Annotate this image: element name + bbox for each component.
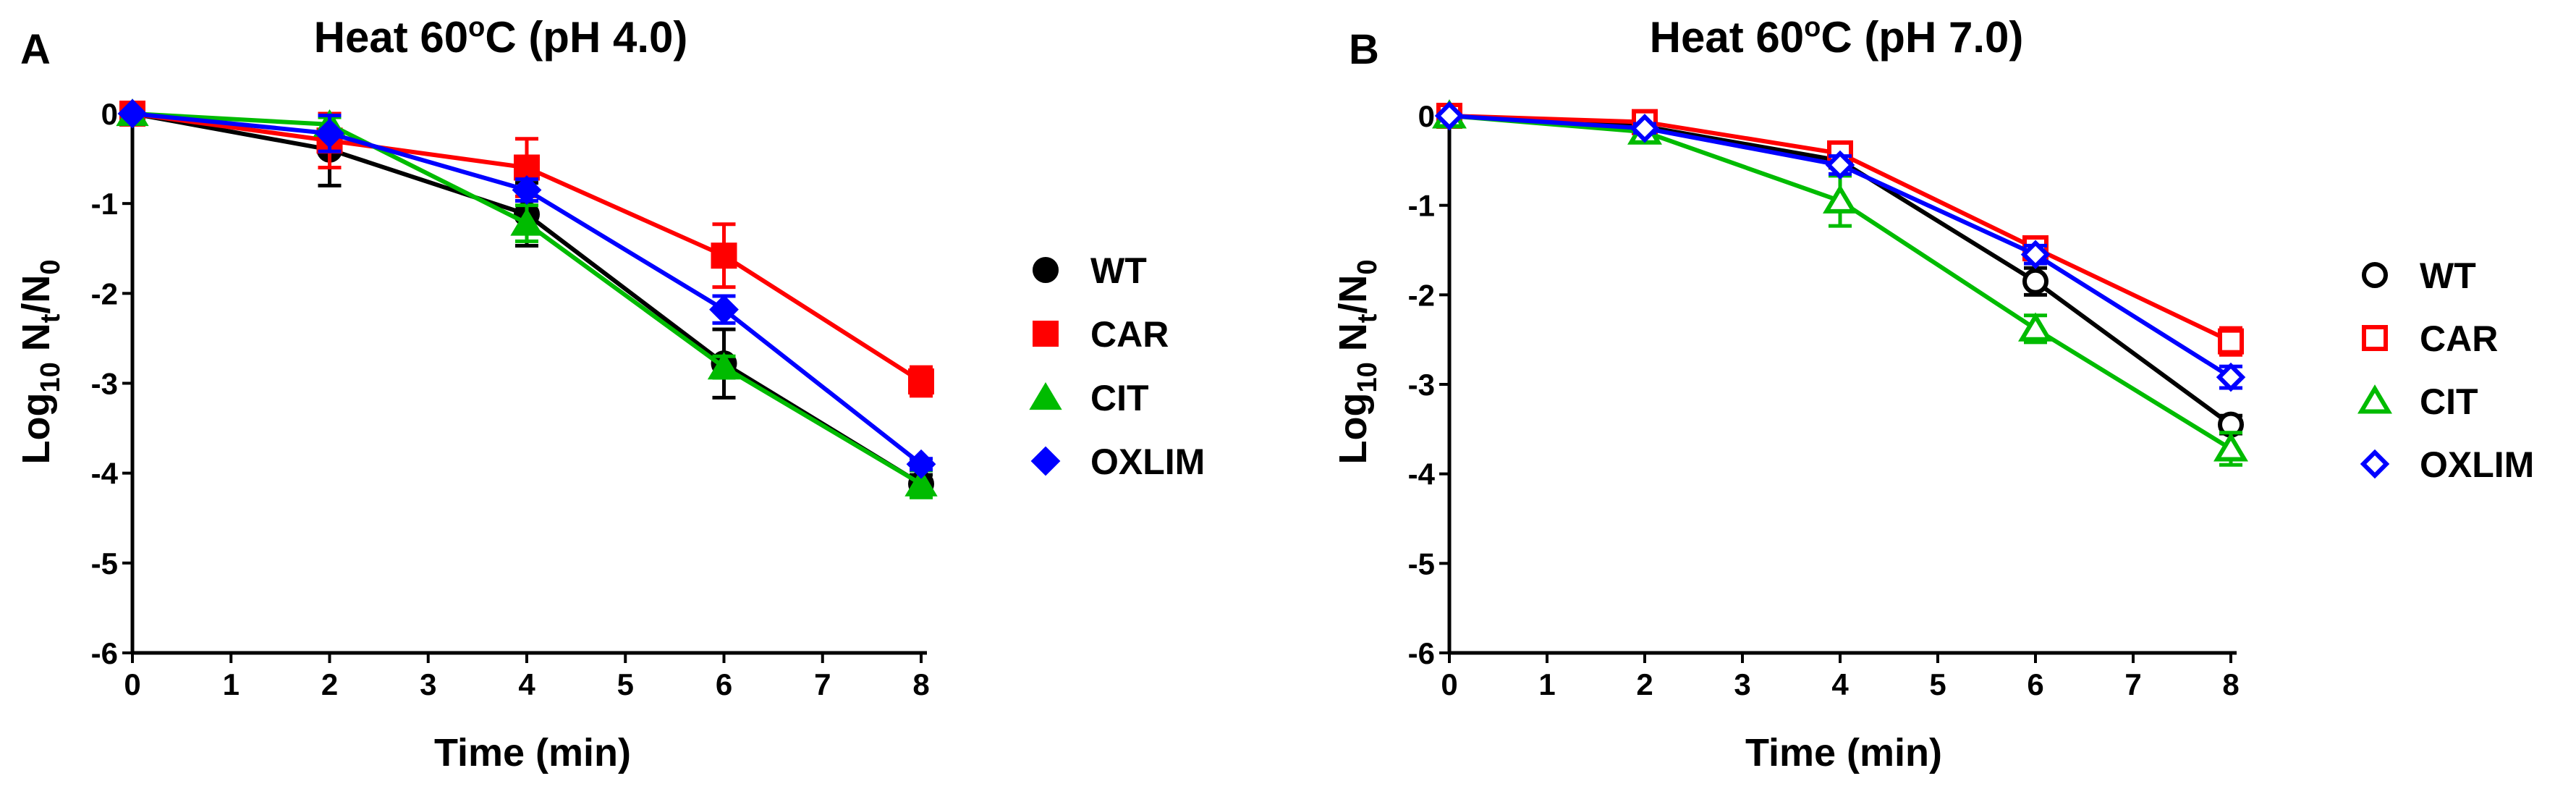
y-tick-label: -4 — [91, 457, 119, 491]
x-tick-label: 1 — [1538, 667, 1555, 701]
series-car — [1436, 103, 2244, 357]
x-tick-label: 4 — [1831, 667, 1849, 701]
legend: WT CAR CIT OXLIM — [1029, 250, 1205, 482]
legend-marker-oxlim — [1030, 446, 1061, 476]
x-tick-label: 6 — [2027, 667, 2043, 701]
y-tick-label: -2 — [91, 277, 118, 311]
x-tick-label: 5 — [617, 667, 634, 701]
y-tick-label: -1 — [91, 187, 118, 221]
y-tick-label: -2 — [1408, 278, 1435, 312]
legend-item-cit: CIT — [2357, 381, 2478, 422]
data-point-oxlim — [315, 118, 344, 148]
legend-marker-car — [1033, 321, 1059, 347]
y-tick-label: -5 — [1408, 546, 1435, 581]
legend-marker-car — [2362, 325, 2388, 351]
x-tick-label: 6 — [716, 667, 732, 701]
plot-area: 0 1 2 3 4 5 6 7 8 0 -1 -2 -3 -4 -5 -6 — [1408, 99, 2248, 701]
y-tick-label: 0 — [1418, 99, 1435, 133]
legend-marker-cit — [1029, 382, 1062, 410]
data-point-car — [711, 242, 737, 269]
y-axis-label: Log10 Nt/N0 — [1331, 259, 1383, 464]
x-tick-label: 4 — [518, 667, 535, 701]
legend-marker-wt — [2362, 262, 2388, 288]
y-tick-label: 0 — [101, 97, 118, 131]
x-tick-label: 0 — [1441, 667, 1457, 701]
panel-letter: B — [1349, 26, 1379, 73]
legend-item-wt: WT — [2362, 256, 2476, 296]
legend-label-wt: WT — [2420, 256, 2476, 296]
x-axis-label: Time (min) — [434, 731, 631, 774]
data-point-oxlim — [1825, 150, 1855, 180]
x-tick-label: 7 — [814, 667, 831, 701]
y-tick-label: -3 — [1408, 368, 1435, 402]
data-point-car — [2218, 328, 2244, 355]
legend-label-cit: CIT — [2420, 381, 2478, 422]
legend-label-car: CAR — [1090, 314, 1169, 355]
y-tick-label: -6 — [91, 636, 118, 670]
x-tick-label: 7 — [2124, 667, 2141, 701]
legend-marker-oxlim — [2360, 449, 2390, 479]
series-oxlim — [117, 98, 936, 479]
y-tick-label: -1 — [1408, 189, 1435, 223]
x-tick-label: 1 — [223, 667, 240, 701]
legend-label-wt: WT — [1090, 250, 1147, 291]
x-tick-label: 2 — [321, 667, 338, 701]
legend-item-wt: WT — [1033, 250, 1147, 291]
panel-a: A Heat 60oC (pH 4.0) Time (min) Log10 Nt… — [14, 12, 1205, 774]
x-tick-label: 3 — [420, 667, 436, 701]
legend-item-oxlim: OXLIM — [1030, 442, 1205, 482]
y-tick-label: -4 — [1408, 457, 1436, 491]
legend-marker-wt — [1033, 257, 1059, 283]
chart-title: Heat 60oC (pH 4.0) — [314, 12, 688, 62]
data-point-oxlim — [709, 295, 739, 325]
data-point-wt — [2022, 268, 2048, 295]
data-point-cit — [707, 352, 741, 380]
y-tick-label: -5 — [91, 546, 118, 581]
x-tick-label: 8 — [912, 667, 929, 701]
data-point-oxlim — [2020, 240, 2051, 269]
legend-item-oxlim: OXLIM — [2360, 444, 2534, 485]
data-point-oxlim — [512, 175, 542, 205]
data-point-oxlim — [2216, 362, 2246, 392]
panel-b: B Heat 60oC (pH 7.0) Time (min) Log10 Nt… — [1331, 12, 2534, 774]
legend-label-oxlim: OXLIM — [2420, 444, 2534, 485]
data-point-cit — [904, 468, 938, 497]
x-axis-label: Time (min) — [1745, 731, 1942, 774]
x-tick-label: 5 — [1929, 667, 1946, 701]
y-axis-label: Log10 Nt/N0 — [14, 259, 66, 464]
legend-marker-cit — [2357, 384, 2392, 414]
legend-label-oxlim: OXLIM — [1090, 442, 1205, 482]
data-point-oxlim — [1630, 114, 1660, 143]
x-tick-label: 0 — [124, 667, 140, 701]
data-point-cit — [2213, 432, 2248, 462]
series-car — [119, 101, 934, 398]
data-point-oxlim — [1434, 101, 1465, 131]
data-point-cit — [1823, 184, 1857, 214]
legend-item-car: CAR — [1033, 314, 1169, 355]
data-point-cit — [2018, 312, 2053, 342]
chart-title: Heat 60oC (pH 7.0) — [1650, 12, 2024, 62]
legend-item-car: CAR — [2362, 318, 2498, 359]
legend-item-cit: CIT — [1029, 378, 1149, 418]
panel-letter: A — [20, 26, 51, 73]
data-point-oxlim — [117, 98, 148, 129]
legend: WT CAR CIT OXLIM — [2357, 256, 2534, 485]
y-tick-label: -6 — [1408, 636, 1435, 670]
legend-label-cit: CIT — [1090, 378, 1149, 418]
series-oxlim — [1434, 101, 2246, 392]
y-tick-label: -3 — [91, 367, 118, 401]
data-point-cit — [510, 208, 543, 236]
x-tick-label: 3 — [1734, 667, 1750, 701]
plot-area: 0 1 2 3 4 5 6 7 8 0 -1 -2 -3 -4 -5 -6 — [91, 97, 938, 701]
x-tick-label: 2 — [1636, 667, 1653, 701]
legend-label-car: CAR — [2420, 318, 2498, 359]
data-point-oxlim — [906, 449, 936, 479]
x-tick-label: 8 — [2222, 667, 2239, 701]
data-point-car — [908, 368, 934, 395]
